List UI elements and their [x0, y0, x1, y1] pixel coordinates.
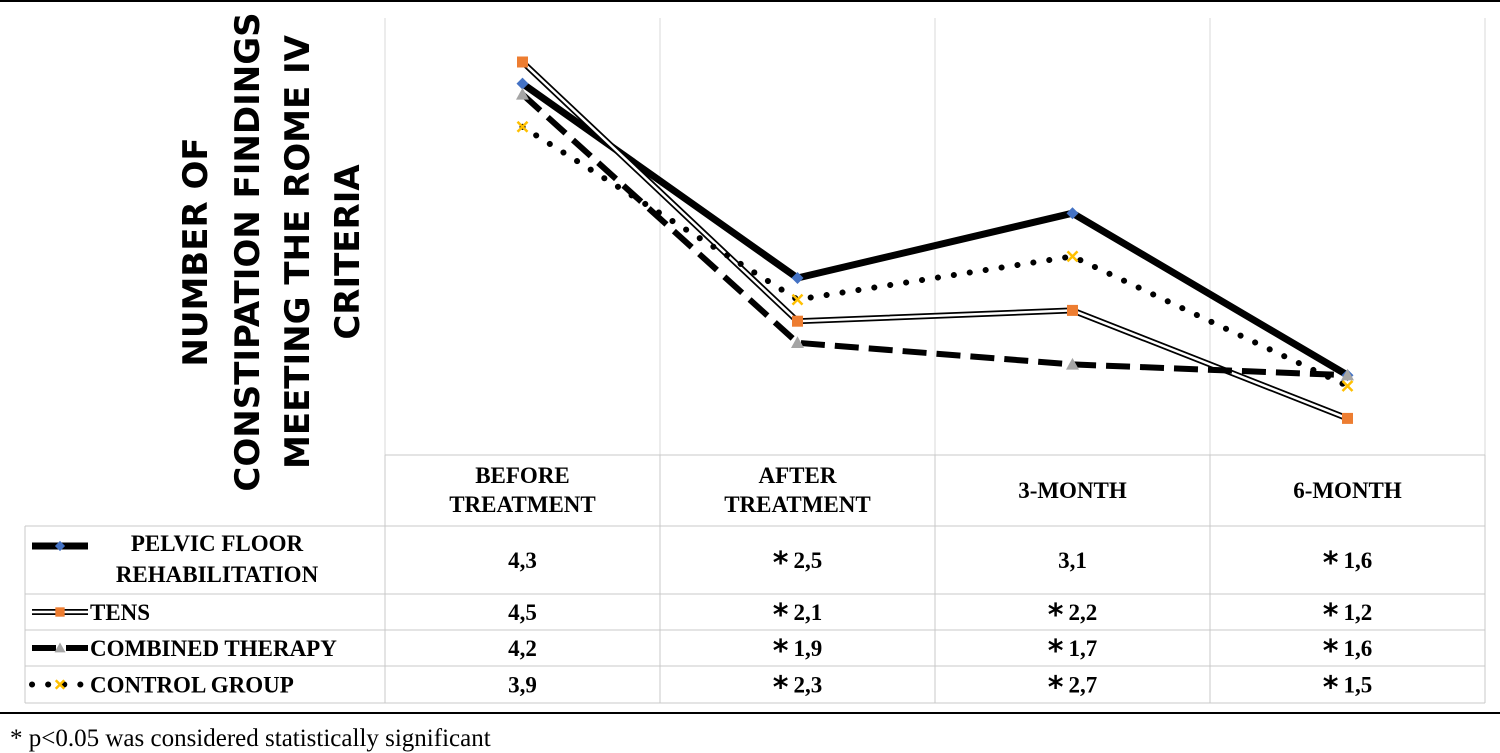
data-point	[1066, 207, 1079, 220]
data-point	[1342, 412, 1353, 424]
data-point	[1067, 304, 1078, 316]
data-label: * 2,1	[773, 598, 822, 633]
data-label: 4,2	[508, 636, 537, 661]
legend-label: COMBINED THERAPY	[90, 636, 337, 661]
data-label: 4,5	[508, 600, 537, 625]
data-point	[54, 679, 66, 690]
data-point	[791, 272, 804, 284]
legend-key	[32, 540, 88, 552]
data-label: * 1,9	[773, 634, 822, 669]
series-3	[520, 92, 1348, 379]
data-label: * 1,5	[1323, 671, 1372, 706]
series-line-inner	[521, 61, 1348, 420]
data-label: 3,9	[508, 673, 537, 698]
series-1	[520, 80, 1350, 379]
series-2	[520, 59, 1349, 422]
data-table: BEFORE TREATMENT AFTER TREATMENT 3-MONTH 6-MO…	[24, 454, 1486, 706]
legend-label: TENS	[90, 600, 150, 625]
series-markers	[516, 56, 1354, 424]
legend-label: CONTROL GROUP	[90, 673, 294, 698]
data-point	[1066, 250, 1079, 263]
data-label: * 2,3	[773, 671, 822, 706]
data-point	[1341, 380, 1354, 392]
footnote: * p<0.05 was considered statistically si…	[10, 725, 491, 752]
data-label: * 2,7	[1048, 671, 1097, 706]
legend-key	[29, 679, 91, 690]
data-point	[54, 540, 66, 552]
data-label: 4,3	[508, 548, 537, 573]
legend-key	[32, 642, 88, 653]
data-point	[791, 293, 804, 306]
data-label: * 1,7	[1048, 634, 1097, 669]
data-point	[55, 607, 65, 617]
data-point	[1066, 357, 1079, 370]
data-label: * 2,2	[1048, 598, 1097, 633]
category-label: AFTER TREATMENT	[724, 463, 871, 517]
category-label: 3-MONTH	[1018, 478, 1127, 503]
series-lines	[519, 59, 1351, 422]
legend-key	[32, 607, 88, 617]
grid	[384, 18, 1486, 526]
series-line	[519, 123, 1351, 389]
series-line	[520, 92, 1348, 379]
data-label: 3,1	[1058, 548, 1087, 573]
data-point	[791, 336, 804, 348]
data-point	[54, 642, 66, 653]
data-point	[516, 77, 529, 90]
data-label: * 1,6	[1323, 546, 1372, 581]
legend-label: PELVIC FLOOR REHABILITATION	[116, 531, 319, 587]
category-label: 6-MONTH	[1293, 478, 1402, 503]
data-label: * 1,6	[1323, 634, 1372, 669]
data-point	[516, 120, 529, 133]
series-line	[520, 80, 1350, 379]
y-axis-label: NUMBER OF CONSTIPATION FINDINGS MEETING TH…	[176, 12, 368, 491]
data-point	[792, 315, 803, 327]
data-point	[516, 87, 529, 100]
data-label: * 1,2	[1323, 598, 1372, 633]
data-point	[1341, 368, 1354, 381]
category-label: BEFORE TREATMENT	[449, 463, 596, 517]
data-point	[517, 56, 528, 68]
series-4	[519, 123, 1351, 389]
data-label: * 2,5	[773, 546, 822, 581]
